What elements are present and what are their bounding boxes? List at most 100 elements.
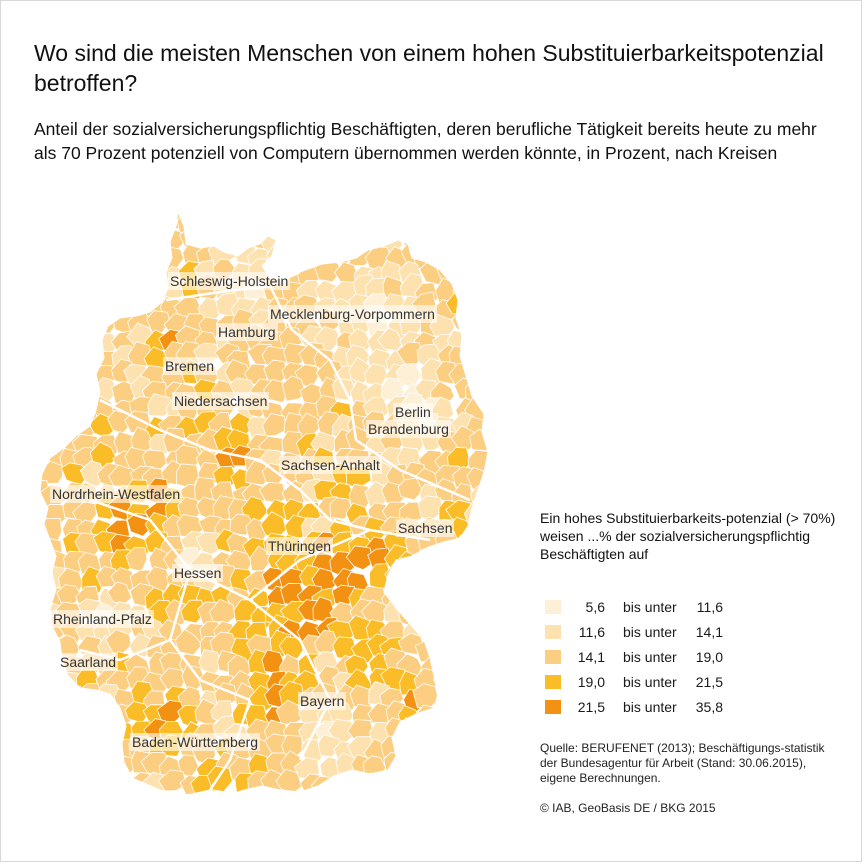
district-region: [113, 226, 139, 250]
district-region: [111, 278, 140, 303]
district-region: [56, 222, 81, 250]
district-region: [433, 631, 458, 656]
legend-bis-unter: bis unter: [623, 624, 677, 640]
district-region: [40, 567, 49, 590]
district-region: [177, 212, 205, 218]
district-region: [420, 605, 444, 630]
district-region: [88, 773, 117, 796]
legend-from: 19,0: [577, 674, 605, 690]
district-region: [264, 212, 289, 233]
district-region: [131, 212, 154, 233]
legend-bis-unter: bis unter: [623, 599, 677, 615]
district-region: [380, 770, 404, 796]
label-bremen: Bremen: [163, 357, 217, 375]
district-region: [262, 413, 287, 437]
district-region: [43, 313, 71, 340]
district-region: [229, 212, 252, 233]
district-region: [399, 212, 425, 233]
district-region: [89, 212, 116, 230]
district-region: [449, 618, 477, 641]
district-region: [350, 213, 378, 239]
district-region: [58, 309, 84, 335]
district-region: [60, 752, 84, 777]
district-region: [449, 717, 477, 745]
district-region: [466, 699, 488, 723]
district-region: [59, 365, 87, 389]
district-region: [469, 223, 488, 250]
district-region: [80, 261, 103, 287]
district-region: [40, 362, 45, 391]
district-region: [469, 313, 488, 339]
district-region: [132, 242, 158, 266]
district-region: [56, 773, 81, 796]
district-region: [40, 587, 50, 613]
label-brandenburg: Brandenburg: [366, 420, 451, 438]
district-region: [435, 587, 462, 610]
map-title: Wo sind die meisten Menschen von einem h…: [34, 40, 824, 96]
district-region: [417, 572, 444, 596]
district-region: [363, 212, 388, 215]
legend-from: 14,1: [577, 649, 605, 665]
district-region: [113, 212, 140, 219]
district-region: [298, 224, 326, 250]
district-region: [379, 212, 405, 219]
district-region: [78, 704, 104, 729]
district-region: [77, 752, 106, 778]
label-sachsen-anhalt: Sachsen-Anhalt: [279, 456, 382, 474]
district-region: [176, 212, 199, 234]
district-region: [454, 633, 480, 660]
district-region: [416, 738, 444, 763]
legend-to: 19,0: [695, 649, 723, 665]
district-region: [73, 241, 101, 267]
district-region: [449, 586, 473, 613]
district-region: [384, 563, 411, 588]
district-region: [347, 773, 376, 796]
district-region: [314, 258, 341, 283]
district-region: [334, 212, 358, 237]
district-region: [78, 717, 101, 740]
district-region: [40, 310, 56, 333]
district-region: [402, 565, 428, 590]
district-region: [60, 384, 89, 407]
district-region: [382, 212, 408, 235]
district-region: [74, 295, 103, 323]
district-region: [40, 685, 54, 710]
district-region: [41, 393, 68, 421]
district-region: [450, 246, 475, 273]
district-region: [452, 212, 481, 230]
district-region: [40, 345, 63, 367]
district-region: [61, 716, 89, 741]
district-region: [469, 719, 488, 749]
district-region: [192, 212, 216, 215]
district-region: [40, 212, 52, 213]
district-region: [40, 718, 67, 743]
district-region: [78, 771, 103, 796]
district-region: [96, 724, 120, 748]
district-region: [451, 769, 475, 793]
district-region: [40, 637, 51, 662]
district-region: [40, 324, 69, 351]
legend-bis-unter: bis unter: [623, 649, 677, 665]
district-region: [63, 297, 90, 323]
district-region: [470, 511, 488, 540]
district-region: [224, 212, 252, 222]
district-region: [40, 396, 49, 419]
district-region: [400, 771, 426, 796]
district-region: [470, 671, 488, 695]
district-region: [432, 751, 459, 775]
district-region: [465, 362, 488, 386]
district-region: [44, 255, 69, 282]
district-region: [40, 768, 53, 794]
district-region: [470, 485, 488, 509]
district-region: [412, 580, 438, 607]
district-region: [330, 226, 360, 249]
district-region: [45, 754, 70, 779]
district-region: [142, 241, 166, 269]
district-region: [42, 243, 69, 271]
label-mecklenburg-vorpommern: Mecklenburg-Vorpommern: [268, 305, 437, 323]
legend-title: Ein hohes Substituierbarkeits-potenzial …: [540, 510, 836, 562]
legend-to: 21,5: [695, 674, 723, 690]
district-region: [472, 212, 488, 215]
district-region: [189, 226, 217, 250]
legend-item: 14,1 bis unter 19,0: [545, 648, 785, 666]
